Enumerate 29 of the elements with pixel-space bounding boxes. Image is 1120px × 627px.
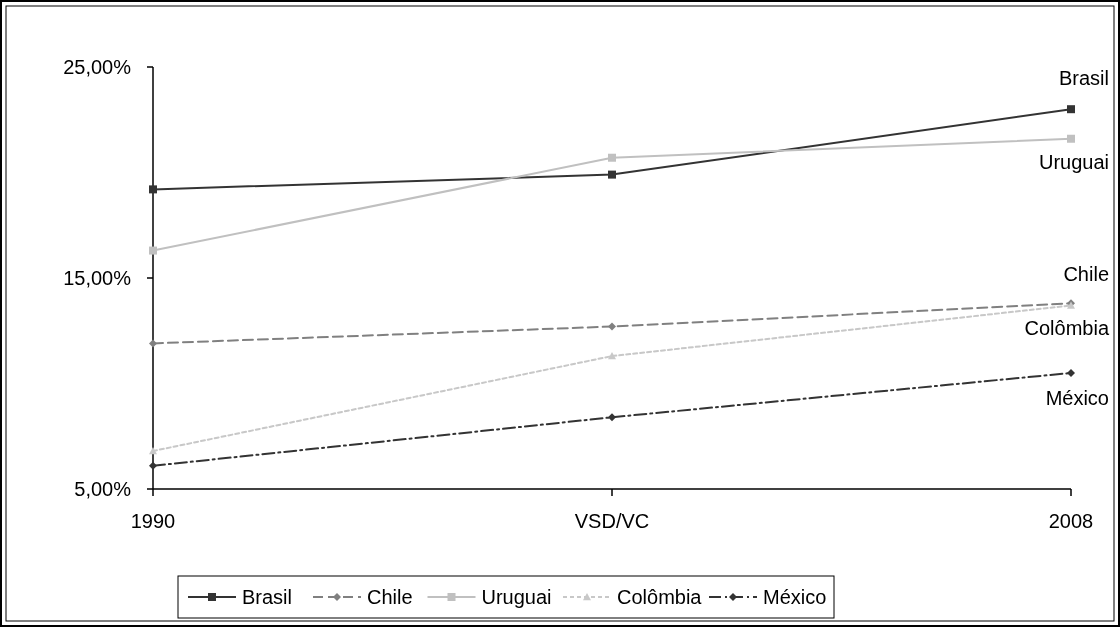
point xyxy=(608,352,616,360)
point xyxy=(608,322,616,331)
text: Uruguai xyxy=(1038,150,1109,173)
point xyxy=(149,246,157,255)
point xyxy=(608,153,616,162)
text: Brasil xyxy=(1058,67,1109,90)
point xyxy=(1067,368,1075,377)
y-tick-label: 15,00% xyxy=(63,267,132,289)
x-tick-label: VSD/VC xyxy=(574,510,650,532)
point xyxy=(1067,134,1075,143)
point xyxy=(149,447,157,455)
legend-label: Chile xyxy=(367,586,413,608)
x-tick-label: 1990 xyxy=(130,510,176,532)
text: Colômbia xyxy=(1024,317,1109,340)
y-tick-label: 5,00% xyxy=(74,478,132,500)
x-tick-label: 2008 xyxy=(1048,510,1094,532)
point xyxy=(149,339,157,348)
y-tick-label: 25,00% xyxy=(63,56,132,78)
legend-label: Brasil xyxy=(242,586,293,608)
legend-label: Colômbia xyxy=(617,586,703,608)
text: Chile xyxy=(1063,263,1109,286)
point xyxy=(1067,105,1075,114)
point xyxy=(608,413,616,422)
point xyxy=(149,461,157,470)
text: México xyxy=(1045,386,1109,409)
legend-label: Uruguai xyxy=(481,586,552,608)
point xyxy=(608,170,616,179)
point xyxy=(149,185,157,194)
legend-label: México xyxy=(763,586,827,608)
